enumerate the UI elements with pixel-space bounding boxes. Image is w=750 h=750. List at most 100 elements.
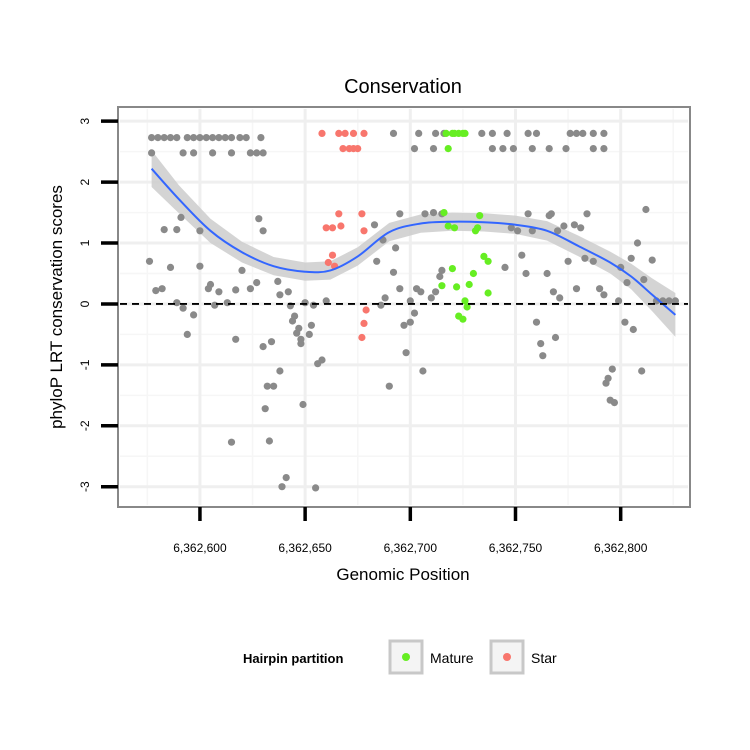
point-other xyxy=(299,400,307,409)
point-mature xyxy=(476,212,484,220)
point-other xyxy=(421,210,429,218)
point-other xyxy=(429,145,438,153)
point-other xyxy=(377,301,385,309)
point-other xyxy=(196,227,204,235)
point-star xyxy=(358,333,366,342)
point-other xyxy=(263,382,271,390)
y-axis: -3 -2 -1 0 1 2 3 xyxy=(78,118,118,492)
point-star xyxy=(335,210,343,218)
point-other xyxy=(596,285,604,293)
y-tick-label: -2 xyxy=(78,420,92,431)
point-other xyxy=(600,129,608,137)
point-mature xyxy=(453,283,461,291)
point-star xyxy=(360,227,368,235)
y-tick-label: 0 xyxy=(78,300,92,307)
point-other xyxy=(307,321,315,329)
point-other xyxy=(282,474,290,482)
point-other xyxy=(589,257,597,265)
point-other xyxy=(524,210,532,218)
point-star xyxy=(337,222,345,230)
point-other xyxy=(309,301,318,309)
legend-dot-mature xyxy=(402,653,410,661)
point-other xyxy=(562,145,570,153)
point-other xyxy=(166,134,175,142)
point-other xyxy=(570,221,579,229)
point-other xyxy=(604,374,612,382)
point-other xyxy=(410,309,419,317)
point-other xyxy=(183,134,191,142)
point-other xyxy=(301,299,309,307)
point-other xyxy=(173,226,181,234)
point-other xyxy=(410,145,419,153)
point-other xyxy=(276,367,284,375)
point-other xyxy=(373,257,381,265)
point-star xyxy=(360,319,368,327)
point-mature xyxy=(463,303,471,311)
point-other xyxy=(312,484,320,492)
point-other xyxy=(488,129,496,137)
point-other xyxy=(158,285,166,293)
point-other xyxy=(610,399,619,407)
point-star xyxy=(322,224,330,232)
point-other xyxy=(438,266,446,274)
point-other xyxy=(615,297,623,305)
point-star xyxy=(360,129,368,137)
point-other xyxy=(501,263,509,271)
point-star xyxy=(362,306,370,314)
point-other xyxy=(246,285,254,293)
point-other xyxy=(227,438,236,446)
point-other xyxy=(267,338,276,346)
point-other xyxy=(518,251,526,259)
point-other xyxy=(295,324,303,332)
point-other xyxy=(648,256,656,264)
point-other xyxy=(246,149,254,157)
point-other xyxy=(284,288,292,296)
point-other xyxy=(173,134,181,142)
point-other xyxy=(227,134,236,142)
point-other xyxy=(236,134,244,142)
point-other xyxy=(177,213,185,221)
point-other xyxy=(291,312,299,320)
point-mature xyxy=(450,224,459,232)
point-other xyxy=(396,210,404,218)
point-other xyxy=(196,262,204,270)
point-other xyxy=(253,279,261,287)
point-other xyxy=(539,352,547,360)
point-other xyxy=(543,269,551,278)
point-other xyxy=(259,149,267,157)
point-other xyxy=(522,269,530,278)
point-mature xyxy=(484,257,492,265)
point-other xyxy=(202,134,210,142)
point-mature xyxy=(461,297,469,305)
point-other xyxy=(432,288,440,296)
y-tick-label: 1 xyxy=(78,239,92,246)
point-other xyxy=(436,272,444,281)
point-other xyxy=(274,277,282,285)
legend-dot-star xyxy=(503,653,511,661)
point-other xyxy=(389,129,398,137)
point-other xyxy=(419,367,427,375)
point-other xyxy=(514,227,522,235)
point-other xyxy=(488,145,496,153)
point-other xyxy=(623,279,631,287)
point-mature xyxy=(469,269,477,278)
point-other xyxy=(223,299,231,307)
point-other xyxy=(215,134,223,142)
point-other xyxy=(190,134,198,142)
point-other xyxy=(160,134,168,142)
point-other xyxy=(499,145,507,153)
point-mature xyxy=(440,209,448,217)
point-other xyxy=(145,257,154,265)
x-tick-label: 6,362,800 xyxy=(594,541,648,555)
point-other xyxy=(432,129,440,137)
point-mature xyxy=(465,280,473,289)
point-other xyxy=(261,405,269,413)
point-other xyxy=(179,149,187,157)
point-other xyxy=(190,149,198,157)
point-other xyxy=(572,129,581,137)
x-tick-label: 6,362,650 xyxy=(278,541,332,555)
point-other xyxy=(173,299,181,307)
x-axis-title: Genomic Position xyxy=(336,565,469,584)
point-star xyxy=(328,251,337,259)
point-mature xyxy=(444,222,452,230)
